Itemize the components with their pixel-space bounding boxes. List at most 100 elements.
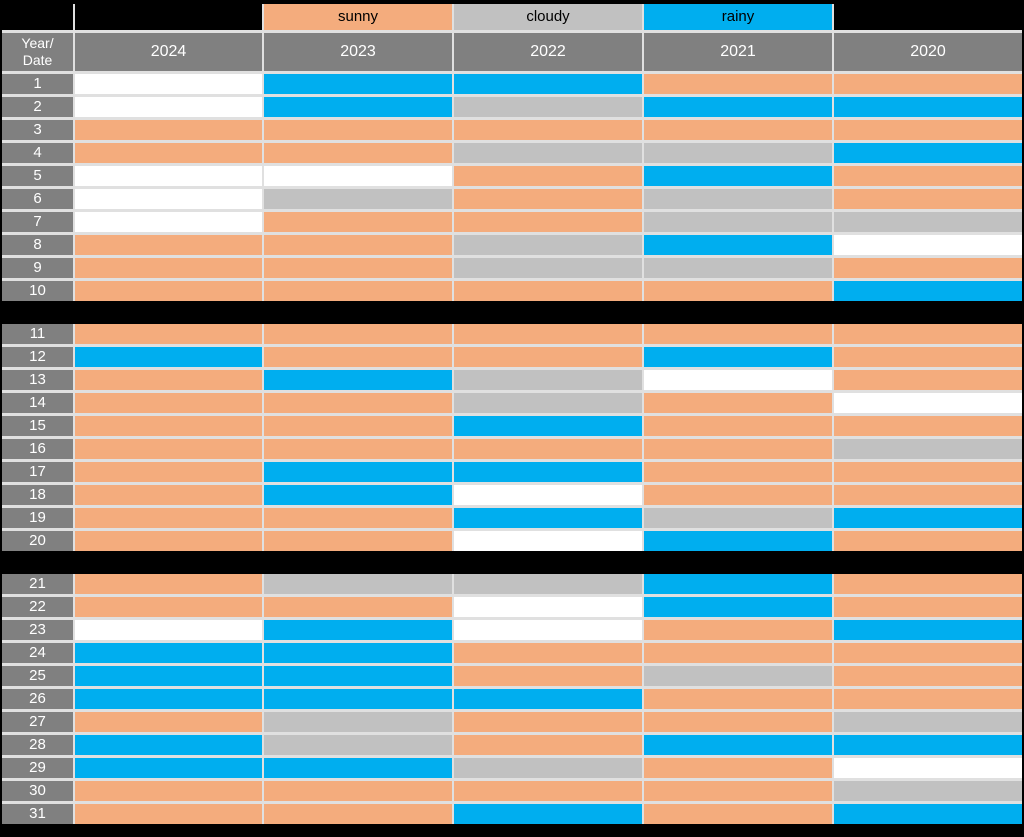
weather-cell-2022-day2[interactable]: [454, 97, 642, 117]
weather-cell-2020-day25[interactable]: [834, 666, 1022, 686]
weather-cell-2022-day30[interactable]: [454, 781, 642, 801]
weather-cell-2024-day4[interactable]: [75, 143, 262, 163]
weather-cell-2022-day7[interactable]: [454, 212, 642, 232]
row-header-day-6[interactable]: 6: [2, 189, 73, 209]
weather-cell-2020-day13[interactable]: [834, 370, 1022, 390]
weather-cell-2022-day21[interactable]: [454, 574, 642, 594]
weather-cell-2021-day11[interactable]: [644, 324, 832, 344]
weather-cell-2022-day12[interactable]: [454, 347, 642, 367]
weather-cell-2022-day10[interactable]: [454, 281, 642, 301]
row-header-day-29[interactable]: 29: [2, 758, 73, 778]
column-header-2024[interactable]: 2024: [75, 33, 262, 71]
weather-cell-2024-day9[interactable]: [75, 258, 262, 278]
weather-cell-2023-day22[interactable]: [264, 597, 452, 617]
weather-cell-2023-day7[interactable]: [264, 212, 452, 232]
weather-cell-2020-day3[interactable]: [834, 120, 1022, 140]
row-header-day-26[interactable]: 26: [2, 689, 73, 709]
weather-cell-2020-day30[interactable]: [834, 781, 1022, 801]
weather-cell-2022-day5[interactable]: [454, 166, 642, 186]
weather-cell-2020-day20[interactable]: [834, 531, 1022, 551]
weather-cell-2021-day22[interactable]: [644, 597, 832, 617]
weather-cell-2021-day4[interactable]: [644, 143, 832, 163]
weather-cell-2020-day12[interactable]: [834, 347, 1022, 367]
weather-cell-2021-day27[interactable]: [644, 712, 832, 732]
weather-cell-2024-day1[interactable]: [75, 74, 262, 94]
weather-cell-2023-day20[interactable]: [264, 531, 452, 551]
weather-cell-2024-day8[interactable]: [75, 235, 262, 255]
column-header-2021[interactable]: 2021: [644, 33, 832, 71]
weather-cell-2023-day19[interactable]: [264, 508, 452, 528]
weather-cell-2021-day20[interactable]: [644, 531, 832, 551]
weather-cell-2022-day18[interactable]: [454, 485, 642, 505]
corner-header-year-date[interactable]: Year/ Date: [2, 33, 73, 71]
weather-cell-2020-day29[interactable]: [834, 758, 1022, 778]
row-header-day-31[interactable]: 31: [2, 804, 73, 824]
weather-cell-2024-day23[interactable]: [75, 620, 262, 640]
weather-cell-2020-day26[interactable]: [834, 689, 1022, 709]
weather-cell-2021-day10[interactable]: [644, 281, 832, 301]
weather-cell-2021-day13[interactable]: [644, 370, 832, 390]
weather-cell-2020-day1[interactable]: [834, 74, 1022, 94]
weather-cell-2022-day28[interactable]: [454, 735, 642, 755]
weather-cell-2024-day19[interactable]: [75, 508, 262, 528]
weather-cell-2023-day24[interactable]: [264, 643, 452, 663]
weather-cell-2022-day16[interactable]: [454, 439, 642, 459]
legend-item-cloudy[interactable]: cloudy: [454, 4, 642, 30]
weather-cell-2022-day20[interactable]: [454, 531, 642, 551]
weather-cell-2023-day1[interactable]: [264, 74, 452, 94]
weather-cell-2021-day8[interactable]: [644, 235, 832, 255]
row-header-day-11[interactable]: 11: [2, 324, 73, 344]
weather-cell-2021-day15[interactable]: [644, 416, 832, 436]
row-header-day-3[interactable]: 3: [2, 120, 73, 140]
weather-cell-2023-day16[interactable]: [264, 439, 452, 459]
weather-cell-2024-day21[interactable]: [75, 574, 262, 594]
weather-cell-2020-day18[interactable]: [834, 485, 1022, 505]
weather-cell-2024-day24[interactable]: [75, 643, 262, 663]
weather-cell-2020-day19[interactable]: [834, 508, 1022, 528]
weather-cell-2022-day14[interactable]: [454, 393, 642, 413]
weather-cell-2023-day21[interactable]: [264, 574, 452, 594]
weather-cell-2022-day22[interactable]: [454, 597, 642, 617]
weather-cell-2024-day3[interactable]: [75, 120, 262, 140]
row-header-day-25[interactable]: 25: [2, 666, 73, 686]
weather-cell-2023-day9[interactable]: [264, 258, 452, 278]
weather-cell-2020-day28[interactable]: [834, 735, 1022, 755]
weather-cell-2021-day17[interactable]: [644, 462, 832, 482]
weather-cell-2022-day11[interactable]: [454, 324, 642, 344]
weather-cell-2020-day5[interactable]: [834, 166, 1022, 186]
weather-cell-2020-day15[interactable]: [834, 416, 1022, 436]
weather-cell-2023-day12[interactable]: [264, 347, 452, 367]
weather-cell-2024-day18[interactable]: [75, 485, 262, 505]
weather-cell-2020-day11[interactable]: [834, 324, 1022, 344]
row-header-day-13[interactable]: 13: [2, 370, 73, 390]
weather-cell-2023-day3[interactable]: [264, 120, 452, 140]
row-header-day-4[interactable]: 4: [2, 143, 73, 163]
row-header-day-19[interactable]: 19: [2, 508, 73, 528]
weather-cell-2020-day7[interactable]: [834, 212, 1022, 232]
weather-cell-2022-day9[interactable]: [454, 258, 642, 278]
weather-cell-2021-day24[interactable]: [644, 643, 832, 663]
weather-cell-2020-day23[interactable]: [834, 620, 1022, 640]
weather-cell-2022-day13[interactable]: [454, 370, 642, 390]
weather-cell-2023-day15[interactable]: [264, 416, 452, 436]
row-header-day-12[interactable]: 12: [2, 347, 73, 367]
weather-cell-2022-day29[interactable]: [454, 758, 642, 778]
weather-cell-2021-day23[interactable]: [644, 620, 832, 640]
row-header-day-27[interactable]: 27: [2, 712, 73, 732]
weather-cell-2022-day23[interactable]: [454, 620, 642, 640]
weather-cell-2022-day24[interactable]: [454, 643, 642, 663]
weather-cell-2023-day25[interactable]: [264, 666, 452, 686]
weather-cell-2021-day28[interactable]: [644, 735, 832, 755]
row-header-day-7[interactable]: 7: [2, 212, 73, 232]
weather-cell-2021-day1[interactable]: [644, 74, 832, 94]
weather-cell-2020-day14[interactable]: [834, 393, 1022, 413]
weather-cell-2023-day17[interactable]: [264, 462, 452, 482]
weather-cell-2024-day16[interactable]: [75, 439, 262, 459]
weather-cell-2021-day30[interactable]: [644, 781, 832, 801]
weather-cell-2023-day28[interactable]: [264, 735, 452, 755]
weather-cell-2024-day31[interactable]: [75, 804, 262, 824]
row-header-day-5[interactable]: 5: [2, 166, 73, 186]
weather-cell-2020-day24[interactable]: [834, 643, 1022, 663]
weather-cell-2024-day29[interactable]: [75, 758, 262, 778]
weather-cell-2022-day19[interactable]: [454, 508, 642, 528]
